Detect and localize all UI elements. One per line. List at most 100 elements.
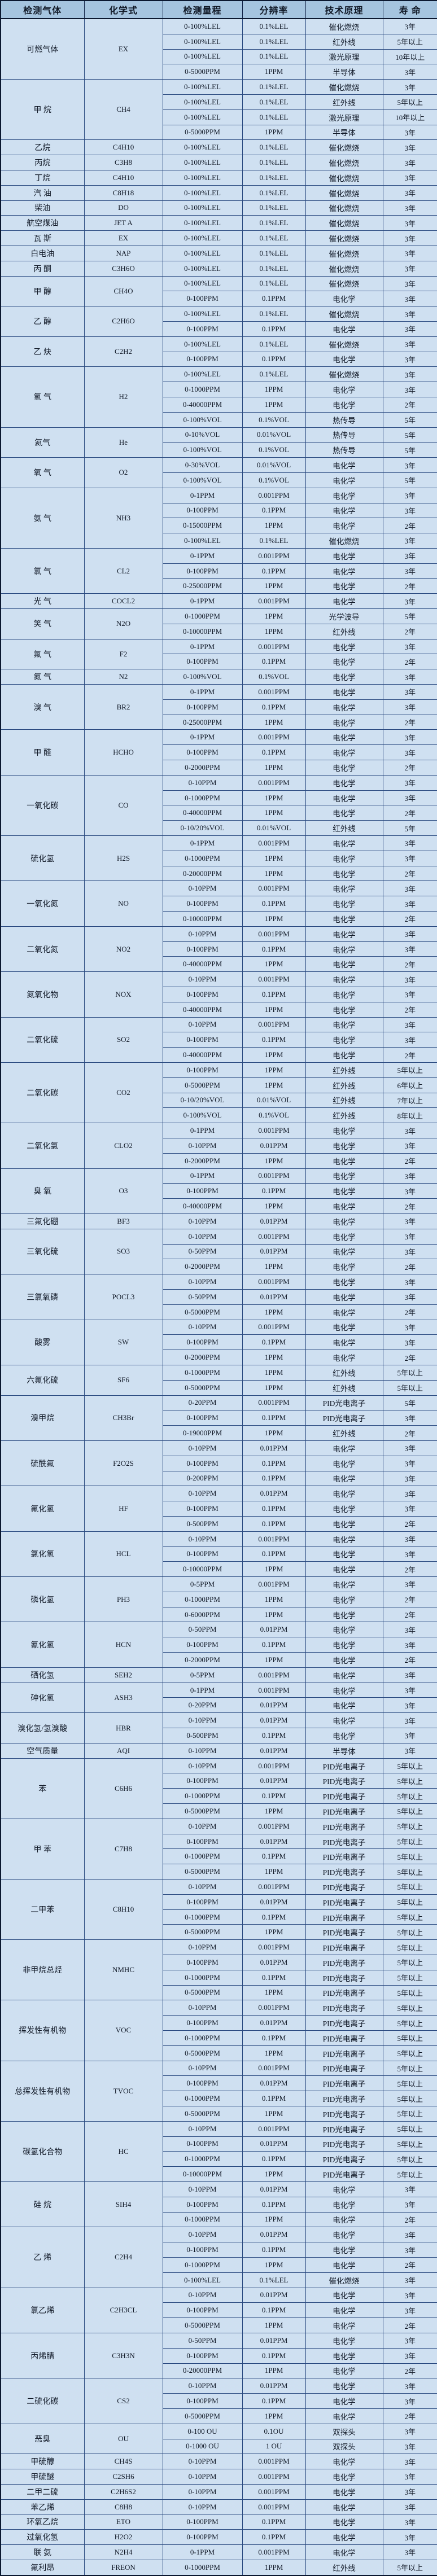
table-row: 二氧化碳 CO2 0-100PPM 1PPM 红外线 5年以上 bbox=[0, 1062, 437, 1124]
gas-name-cell: 总挥发性有机物 bbox=[0, 2060, 85, 2122]
range-cell: 0-1000PPM bbox=[162, 850, 243, 866]
principle-cell: 电化学 bbox=[305, 1591, 383, 1607]
column-header-principle: 技术原理 bbox=[305, 0, 383, 19]
formula-cell: TVOC bbox=[84, 2060, 163, 2122]
range-cell: 0-2000PPM bbox=[162, 1350, 243, 1365]
table-row: 0-15000PPM 1PPM 电化学 2年 bbox=[1, 518, 437, 534]
table-row: 0-100PPM 0.1PPM 电化学 3年 bbox=[1, 291, 437, 307]
resolution-cell: 0.001PPM bbox=[242, 1017, 306, 1033]
lifespan-cell: 3年 bbox=[382, 1440, 437, 1456]
resolution-cell: 0.01PPM bbox=[242, 1213, 306, 1229]
lifespan-cell: 3年 bbox=[382, 1334, 437, 1351]
resolution-cell: 0.1PPM bbox=[242, 2514, 306, 2530]
principle-cell: 双探头 bbox=[305, 2423, 383, 2439]
resolution-cell: 0.001PPM bbox=[242, 880, 306, 897]
lifespan-cell: 5年以上 bbox=[382, 2045, 437, 2061]
lifespan-cell: 2年 bbox=[382, 1001, 437, 1018]
range-cell: 0-100%VOL bbox=[162, 669, 243, 685]
lifespan-cell: 2年 bbox=[382, 1198, 437, 1214]
lifespan-cell: 2年 bbox=[382, 2408, 437, 2424]
resolution-cell: 0.01%VOL bbox=[242, 1092, 306, 1109]
table-row: 0-1000 OU 1 OU 双探头 3年 bbox=[1, 2438, 437, 2455]
range-cell: 0-500PPM bbox=[162, 1728, 243, 1743]
lifespan-cell: 5年 bbox=[382, 820, 437, 836]
principle-cell: 催化燃烧 bbox=[305, 275, 383, 292]
resolution-cell: 0.1%LEL bbox=[242, 230, 306, 246]
resolution-cell: 1PPM bbox=[242, 1425, 306, 1441]
principle-cell: 电化学 bbox=[305, 1198, 383, 1214]
table-row: 氧 气 O2 0-30%VOL 0.01%VOL 电化学 3年 bbox=[0, 457, 437, 488]
formula-cell: SEH2 bbox=[84, 1667, 163, 1683]
range-cell: 0-100 OU bbox=[162, 2423, 243, 2439]
formula-cell: C4H10 bbox=[84, 169, 163, 186]
lifespan-cell: 5年以上 bbox=[382, 1364, 437, 1381]
table-row: 过氧化氢 H2O2 0-100PPM 0.1PPM 电化学 3年 bbox=[0, 2529, 437, 2546]
resolution-cell: 0.1PPM bbox=[242, 2030, 306, 2046]
range-cell: 0-100%LEL bbox=[162, 260, 243, 277]
table-row: 硫化氢 H2S 0-1PPM 0.001PPM 电化学 3年 bbox=[0, 835, 437, 882]
resolution-cell: 1PPM bbox=[242, 760, 306, 776]
principle-cell: 电化学 bbox=[305, 1531, 383, 1547]
table-row: 0-100PPM 0.1PPM 电化学 3年 bbox=[1, 2347, 437, 2364]
range-cell: 0-5000PPM bbox=[162, 1304, 243, 1320]
lifespan-cell: 3年 bbox=[382, 200, 437, 216]
principle-cell: PID光电离子 bbox=[305, 2015, 383, 2031]
formula-cell: CO2 bbox=[84, 1062, 163, 1124]
gas-name-cell: 丙烷 bbox=[0, 155, 85, 170]
range-cell: 0-100PPM bbox=[162, 2015, 243, 2031]
lifespan-cell: 3年 bbox=[382, 1470, 437, 1487]
formula-cell: ETO bbox=[84, 2514, 163, 2530]
resolution-cell: 0.1OU bbox=[242, 2423, 306, 2439]
resolution-cell: 0.1PPM bbox=[242, 2151, 306, 2167]
table-row: 总挥发性有机物 TVOC 0-10PPM 0.001PPM PID光电离子 5年以上 bbox=[0, 2060, 437, 2122]
lifespan-cell: 5年以上 bbox=[382, 1818, 437, 1834]
table-row: 硅 烷 SIH4 0-10PPM 0.01PPM 电化学 3年 bbox=[0, 2181, 437, 2228]
resolution-cell: 0.01PPM bbox=[242, 1440, 306, 1456]
lifespan-cell: 3年 bbox=[382, 987, 437, 1002]
lifespan-cell: 5年以上 bbox=[382, 2030, 437, 2046]
range-cell: 0-100PPM bbox=[162, 1032, 243, 1048]
range-cell: 0-100PPM bbox=[162, 1062, 243, 1078]
resolution-cell: 0.1%LEL bbox=[242, 139, 306, 156]
principle-cell: 催化燃烧 bbox=[305, 366, 383, 383]
lifespan-cell: 5年以上 bbox=[382, 1939, 437, 1955]
resolution-cell: 1PPM bbox=[242, 1350, 306, 1365]
range-cell: 0-100PPM bbox=[162, 2302, 243, 2319]
lifespan-cell: 5年以上 bbox=[382, 2000, 437, 2016]
resolution-cell: 0.001PPM bbox=[242, 487, 306, 503]
lifespan-cell: 5年以上 bbox=[382, 1788, 437, 1804]
lifespan-cell: 3年 bbox=[382, 366, 437, 383]
lifespan-cell: 3年 bbox=[382, 1243, 437, 1260]
table-row: 挥发性有机物 VOC 0-10PPM 0.001PPM PID光电离子 5年以上 bbox=[0, 2000, 437, 2061]
formula-cell: CH3Br bbox=[84, 1395, 163, 1441]
table-row: 0-100PPM 0.01PPM PID光电离子 5年以上 bbox=[1, 1894, 437, 1910]
resolution-cell: 1PPM bbox=[242, 1047, 306, 1063]
range-cell: 0-1PPM bbox=[162, 835, 243, 851]
table-row: 航空煤油 JET A 0-100%LEL 0.1%LEL 催化燃烧 3年 bbox=[0, 215, 437, 231]
gas-name-cell: 苯乙烯 bbox=[0, 2499, 85, 2515]
lifespan-cell: 5年以上 bbox=[382, 2091, 437, 2106]
resolution-cell: 0.001PPM bbox=[242, 2000, 306, 2016]
formula-cell: SF6 bbox=[84, 1364, 163, 1396]
principle-cell: 电化学 bbox=[305, 638, 383, 655]
resolution-cell: 0.1PPM bbox=[242, 1848, 306, 1865]
lifespan-cell: 5年以上 bbox=[382, 1984, 437, 2001]
gas-name-cell: 联 氨 bbox=[0, 2544, 85, 2560]
range-cell: 0-100%LEL bbox=[162, 49, 243, 65]
principle-cell: 电化学 bbox=[305, 669, 383, 685]
lifespan-cell: 3年 bbox=[382, 2287, 437, 2303]
principle-cell: 催化燃烧 bbox=[305, 155, 383, 170]
principle-cell: 电化学 bbox=[305, 457, 383, 473]
principle-cell: 催化燃烧 bbox=[305, 260, 383, 277]
resolution-cell: 0.01PPM bbox=[242, 2378, 306, 2394]
table-row: 0-10/20%VOL 0.01%VOL 红外线 5年 bbox=[1, 820, 437, 836]
principle-cell: 催化燃烧 bbox=[305, 185, 383, 201]
table-row: 0-100PPM 0.1PPM 电化学 2年 bbox=[1, 654, 437, 670]
table-row: 0-40000PPM 1PPM 电化学 2年 bbox=[1, 1001, 437, 1018]
lifespan-cell: 10年以上 bbox=[382, 109, 437, 125]
resolution-cell: 0.01PPM bbox=[242, 2287, 306, 2303]
formula-cell: C2H3CL bbox=[84, 2287, 163, 2333]
table-row: 0-100PPM 0.1PPM 电化学 3年 bbox=[1, 2196, 437, 2213]
range-cell: 0-50PPM bbox=[162, 1289, 243, 1305]
lifespan-cell: 3年 bbox=[382, 260, 437, 277]
